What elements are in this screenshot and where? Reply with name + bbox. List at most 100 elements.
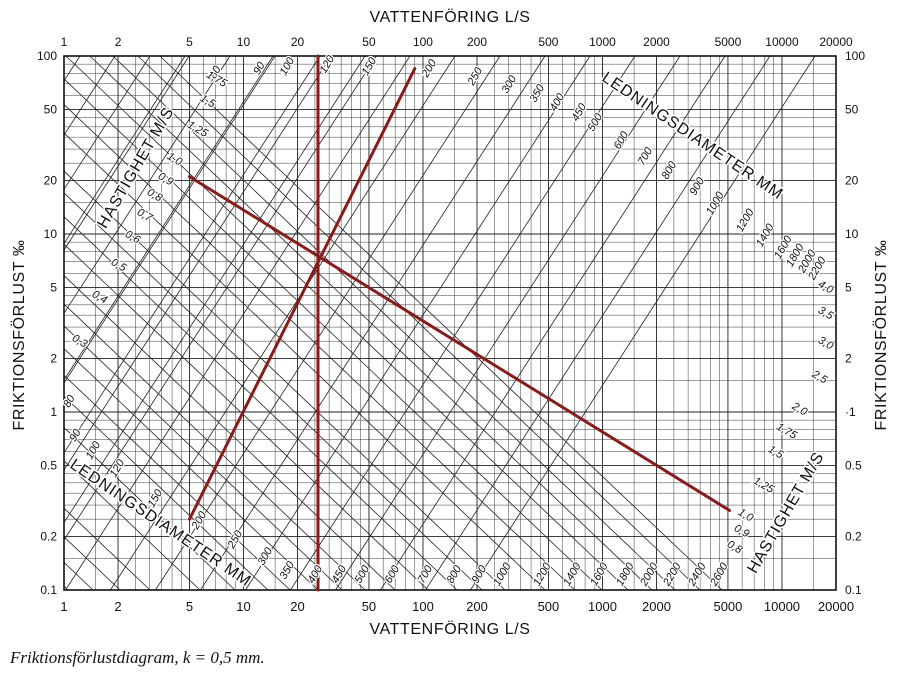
velocity-line [63, 55, 190, 251]
y-tick-label-left: 0.2 [40, 529, 57, 543]
diameter-line [159, 55, 723, 591]
diameter-line [63, 460, 201, 591]
y-tick-label-left: 50 [44, 103, 58, 117]
velocity-line [63, 55, 186, 244]
diameter-label-bottom: 1600 [588, 560, 611, 588]
diameter-label-bottom: 1200 [531, 560, 554, 588]
velocity-title-right: HASTIGHET M/S [744, 449, 827, 576]
velocity-line [155, 55, 501, 591]
velocity-line [63, 55, 332, 471]
x-tick-label-bottom: 200 [466, 599, 488, 614]
velocity-line [63, 55, 366, 523]
diameter-label-top: 100 [278, 55, 298, 78]
x-tick-label-bottom: 500 [538, 599, 560, 614]
x-tick-label-top: 20000 [819, 35, 853, 49]
y-tick-label-right: 20 [845, 173, 859, 187]
x-tick-label-top: 500 [538, 35, 558, 49]
diameter-label-top: 800 [660, 159, 680, 182]
y-tick-label-right: 10 [845, 227, 859, 241]
velocity-line [63, 55, 276, 384]
diameter-line [63, 192, 483, 591]
x-tick-label-top: 2000 [643, 35, 670, 49]
velocity-line [63, 55, 231, 314]
example-line-diagonal-long [188, 175, 731, 512]
y-tick-label-right: ·1 [845, 405, 856, 419]
x-tick-label-bottom: 10 [236, 599, 250, 614]
x-tick-label-top: 1 [61, 35, 68, 49]
velocity-label-right: 0,9 [732, 522, 751, 540]
x-tick-label-top: 2 [115, 35, 122, 49]
diameter-line [63, 170, 506, 591]
diameter-label-bottom: 120 [108, 457, 128, 480]
diameter-label-bottom: 900 [470, 563, 490, 586]
x-axis-title-bottom: VATTENFÖRING L/S [369, 620, 530, 638]
velocity-line [63, 55, 116, 136]
velocity-line [200, 55, 546, 591]
y-tick-label-left: 1 [50, 405, 57, 419]
plot-frame [63, 55, 837, 591]
y-tick-label-right: 5 [845, 281, 852, 295]
diameter-label-bottom: 450 [330, 563, 350, 586]
x-tick-label-top: 10 [237, 35, 251, 49]
x-tick-label-bottom: 5 [186, 599, 193, 614]
velocity-label-right: 2,0 [789, 400, 810, 419]
x-tick-label-bottom: 2 [114, 599, 121, 614]
diameter-line [63, 132, 546, 591]
diameter-line [112, 55, 676, 591]
y-axis-title-left: FRIKTIONSFÖRLUST ‰ [10, 240, 28, 431]
diameter-label-top: 700 [636, 145, 656, 168]
diameter-label-bottom: 600 [383, 563, 403, 586]
y-tick-label-left: 10 [44, 227, 58, 241]
diameter-label-bottom: 350 [278, 559, 298, 582]
velocity-line [335, 55, 681, 591]
velocity-line [65, 55, 411, 591]
diameter-label-bottom: 2200 [661, 560, 685, 589]
y-tick-label-right: 100 [845, 49, 865, 63]
diameter-label-bottom: 2000 [638, 560, 662, 589]
y-tick-label-left: 0.5 [40, 459, 57, 473]
diameter-label-top: 150 [360, 55, 380, 78]
velocity-label-right: 4,0 [816, 278, 836, 296]
x-tick-label-top: 1000 [589, 35, 616, 49]
diameter-lines-layer [63, 55, 723, 591]
velocity-line [470, 55, 816, 591]
velocity-line [245, 55, 591, 591]
diameter-label-bottom: 1400 [561, 560, 584, 588]
velocity-label-right: 3,5 [816, 304, 836, 322]
velocity-lines-layer [63, 55, 816, 591]
y-axis-title-right: FRIKTIONSFÖRLUST ‰ [872, 240, 890, 431]
diameter-line [137, 55, 701, 591]
diameter-line [63, 78, 603, 591]
y-tick-label-right: 0.1 [845, 583, 862, 597]
x-tick-label-bottom: 20000 [818, 599, 854, 614]
velocity-label-left: 0,6 [123, 228, 143, 246]
y-tick-label-right: 2 [845, 351, 852, 365]
diameter-label-bottom: 100 [84, 439, 104, 462]
diameter-label-top: 200 [419, 57, 440, 81]
x-tick-label-bottom: 2000 [642, 599, 671, 614]
diameter-line [63, 243, 429, 591]
velocity-label-right: 3,0 [816, 334, 836, 352]
y-tick-label-left: 2 [50, 351, 57, 365]
velocity-line [380, 55, 726, 591]
diameter-line [63, 562, 94, 591]
y-tick-label-left: 20 [44, 173, 58, 187]
diameter-label-top: 350 [528, 82, 548, 105]
x-tick-label-bottom: 1000 [588, 599, 617, 614]
x-tick-label-top: 100 [413, 35, 433, 49]
figure-caption: Friktionsförlustdiagram, k = 0,5 mm. [10, 648, 265, 667]
x-tick-label-bottom: 100 [412, 599, 434, 614]
x-tick-label-bottom: 20 [290, 599, 304, 614]
diameter-label-top: 1000 [704, 189, 727, 217]
diameter-label-top: 300 [500, 73, 520, 96]
y-tick-label-left: 100 [37, 49, 57, 63]
x-tick-label-top: 50 [362, 35, 376, 49]
diameter-label-top: 1200 [734, 206, 757, 234]
y-tick-label-right: 0.2 [845, 529, 862, 543]
diameter-line [63, 427, 236, 591]
labels-layer: 1122551010202050501001002002005005001000… [10, 8, 890, 638]
velocity-line [110, 55, 456, 591]
diameter-line [63, 536, 121, 591]
diameter-label-top: 600 [612, 129, 632, 152]
diameter-label-bottom: 700 [416, 563, 436, 586]
